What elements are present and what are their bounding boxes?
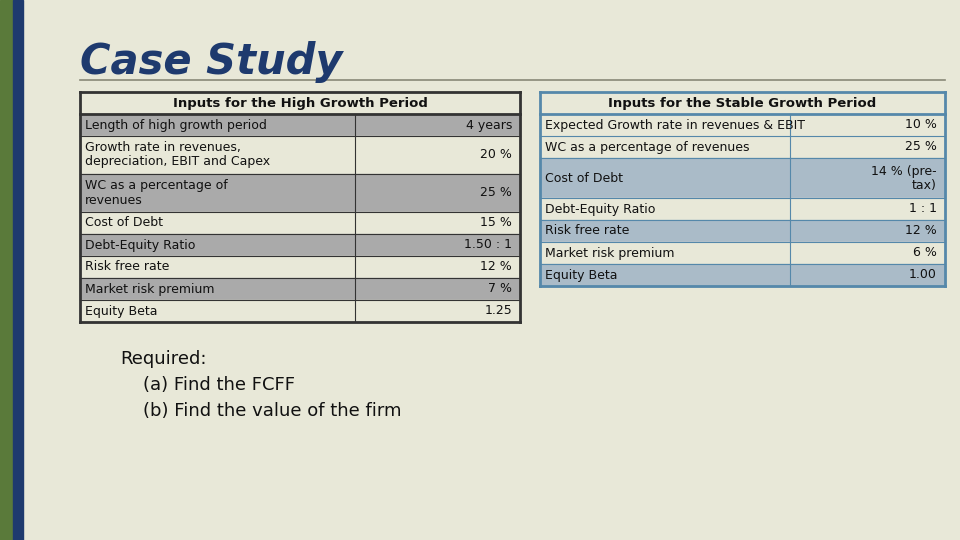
Text: 1 : 1: 1 : 1 xyxy=(909,202,937,215)
Text: 1.50 : 1: 1.50 : 1 xyxy=(464,239,512,252)
Text: depreciation, EBIT and Capex: depreciation, EBIT and Capex xyxy=(85,156,270,168)
Text: Debt-Equity Ratio: Debt-Equity Ratio xyxy=(85,239,196,252)
Bar xyxy=(0,0,13,540)
Text: 25 %: 25 % xyxy=(480,186,512,199)
Text: Inputs for the High Growth Period: Inputs for the High Growth Period xyxy=(173,97,427,110)
Bar xyxy=(80,256,520,278)
Text: Growth rate in revenues,: Growth rate in revenues, xyxy=(85,141,241,154)
Text: Expected Growth rate in revenues & EBIT: Expected Growth rate in revenues & EBIT xyxy=(545,118,805,132)
Text: WC as a percentage of: WC as a percentage of xyxy=(85,179,228,192)
Text: Required:: Required: xyxy=(120,350,206,368)
Text: Equity Beta: Equity Beta xyxy=(545,268,617,281)
Text: Length of high growth period: Length of high growth period xyxy=(85,118,267,132)
Bar xyxy=(540,158,945,198)
Bar xyxy=(540,242,945,264)
Text: 25 %: 25 % xyxy=(905,140,937,153)
Bar xyxy=(80,278,520,300)
Text: (a) Find the FCFF: (a) Find the FCFF xyxy=(120,376,295,394)
Text: (b) Find the value of the firm: (b) Find the value of the firm xyxy=(120,402,401,420)
Text: 15 %: 15 % xyxy=(480,217,512,230)
Text: 14 % (pre-: 14 % (pre- xyxy=(872,165,937,178)
Text: 4 years: 4 years xyxy=(466,118,512,132)
Bar xyxy=(80,234,520,256)
Text: Case Study: Case Study xyxy=(80,41,343,83)
Text: 1.00: 1.00 xyxy=(909,268,937,281)
Bar xyxy=(80,114,520,136)
Text: Cost of Debt: Cost of Debt xyxy=(85,217,163,230)
Bar xyxy=(540,136,945,158)
Bar xyxy=(80,174,520,212)
Text: Inputs for the Stable Growth Period: Inputs for the Stable Growth Period xyxy=(609,97,876,110)
Bar xyxy=(540,114,945,136)
Text: 1.25: 1.25 xyxy=(484,305,512,318)
Text: Risk free rate: Risk free rate xyxy=(545,225,630,238)
Bar xyxy=(540,264,945,286)
Text: 10 %: 10 % xyxy=(905,118,937,132)
Text: 12 %: 12 % xyxy=(480,260,512,273)
Bar xyxy=(80,300,520,322)
Text: revenues: revenues xyxy=(85,193,143,206)
Text: Risk free rate: Risk free rate xyxy=(85,260,169,273)
Bar xyxy=(80,136,520,174)
Text: 12 %: 12 % xyxy=(905,225,937,238)
Text: Cost of Debt: Cost of Debt xyxy=(545,172,623,185)
Bar xyxy=(13,0,23,540)
Text: Market risk premium: Market risk premium xyxy=(85,282,214,295)
Bar xyxy=(540,220,945,242)
Text: tax): tax) xyxy=(912,179,937,192)
Bar xyxy=(80,212,520,234)
Text: 6 %: 6 % xyxy=(913,246,937,260)
Text: Market risk premium: Market risk premium xyxy=(545,246,675,260)
Text: 20 %: 20 % xyxy=(480,148,512,161)
Text: WC as a percentage of revenues: WC as a percentage of revenues xyxy=(545,140,750,153)
Text: Equity Beta: Equity Beta xyxy=(85,305,157,318)
Bar xyxy=(540,198,945,220)
Text: Debt-Equity Ratio: Debt-Equity Ratio xyxy=(545,202,656,215)
Text: 7 %: 7 % xyxy=(488,282,512,295)
